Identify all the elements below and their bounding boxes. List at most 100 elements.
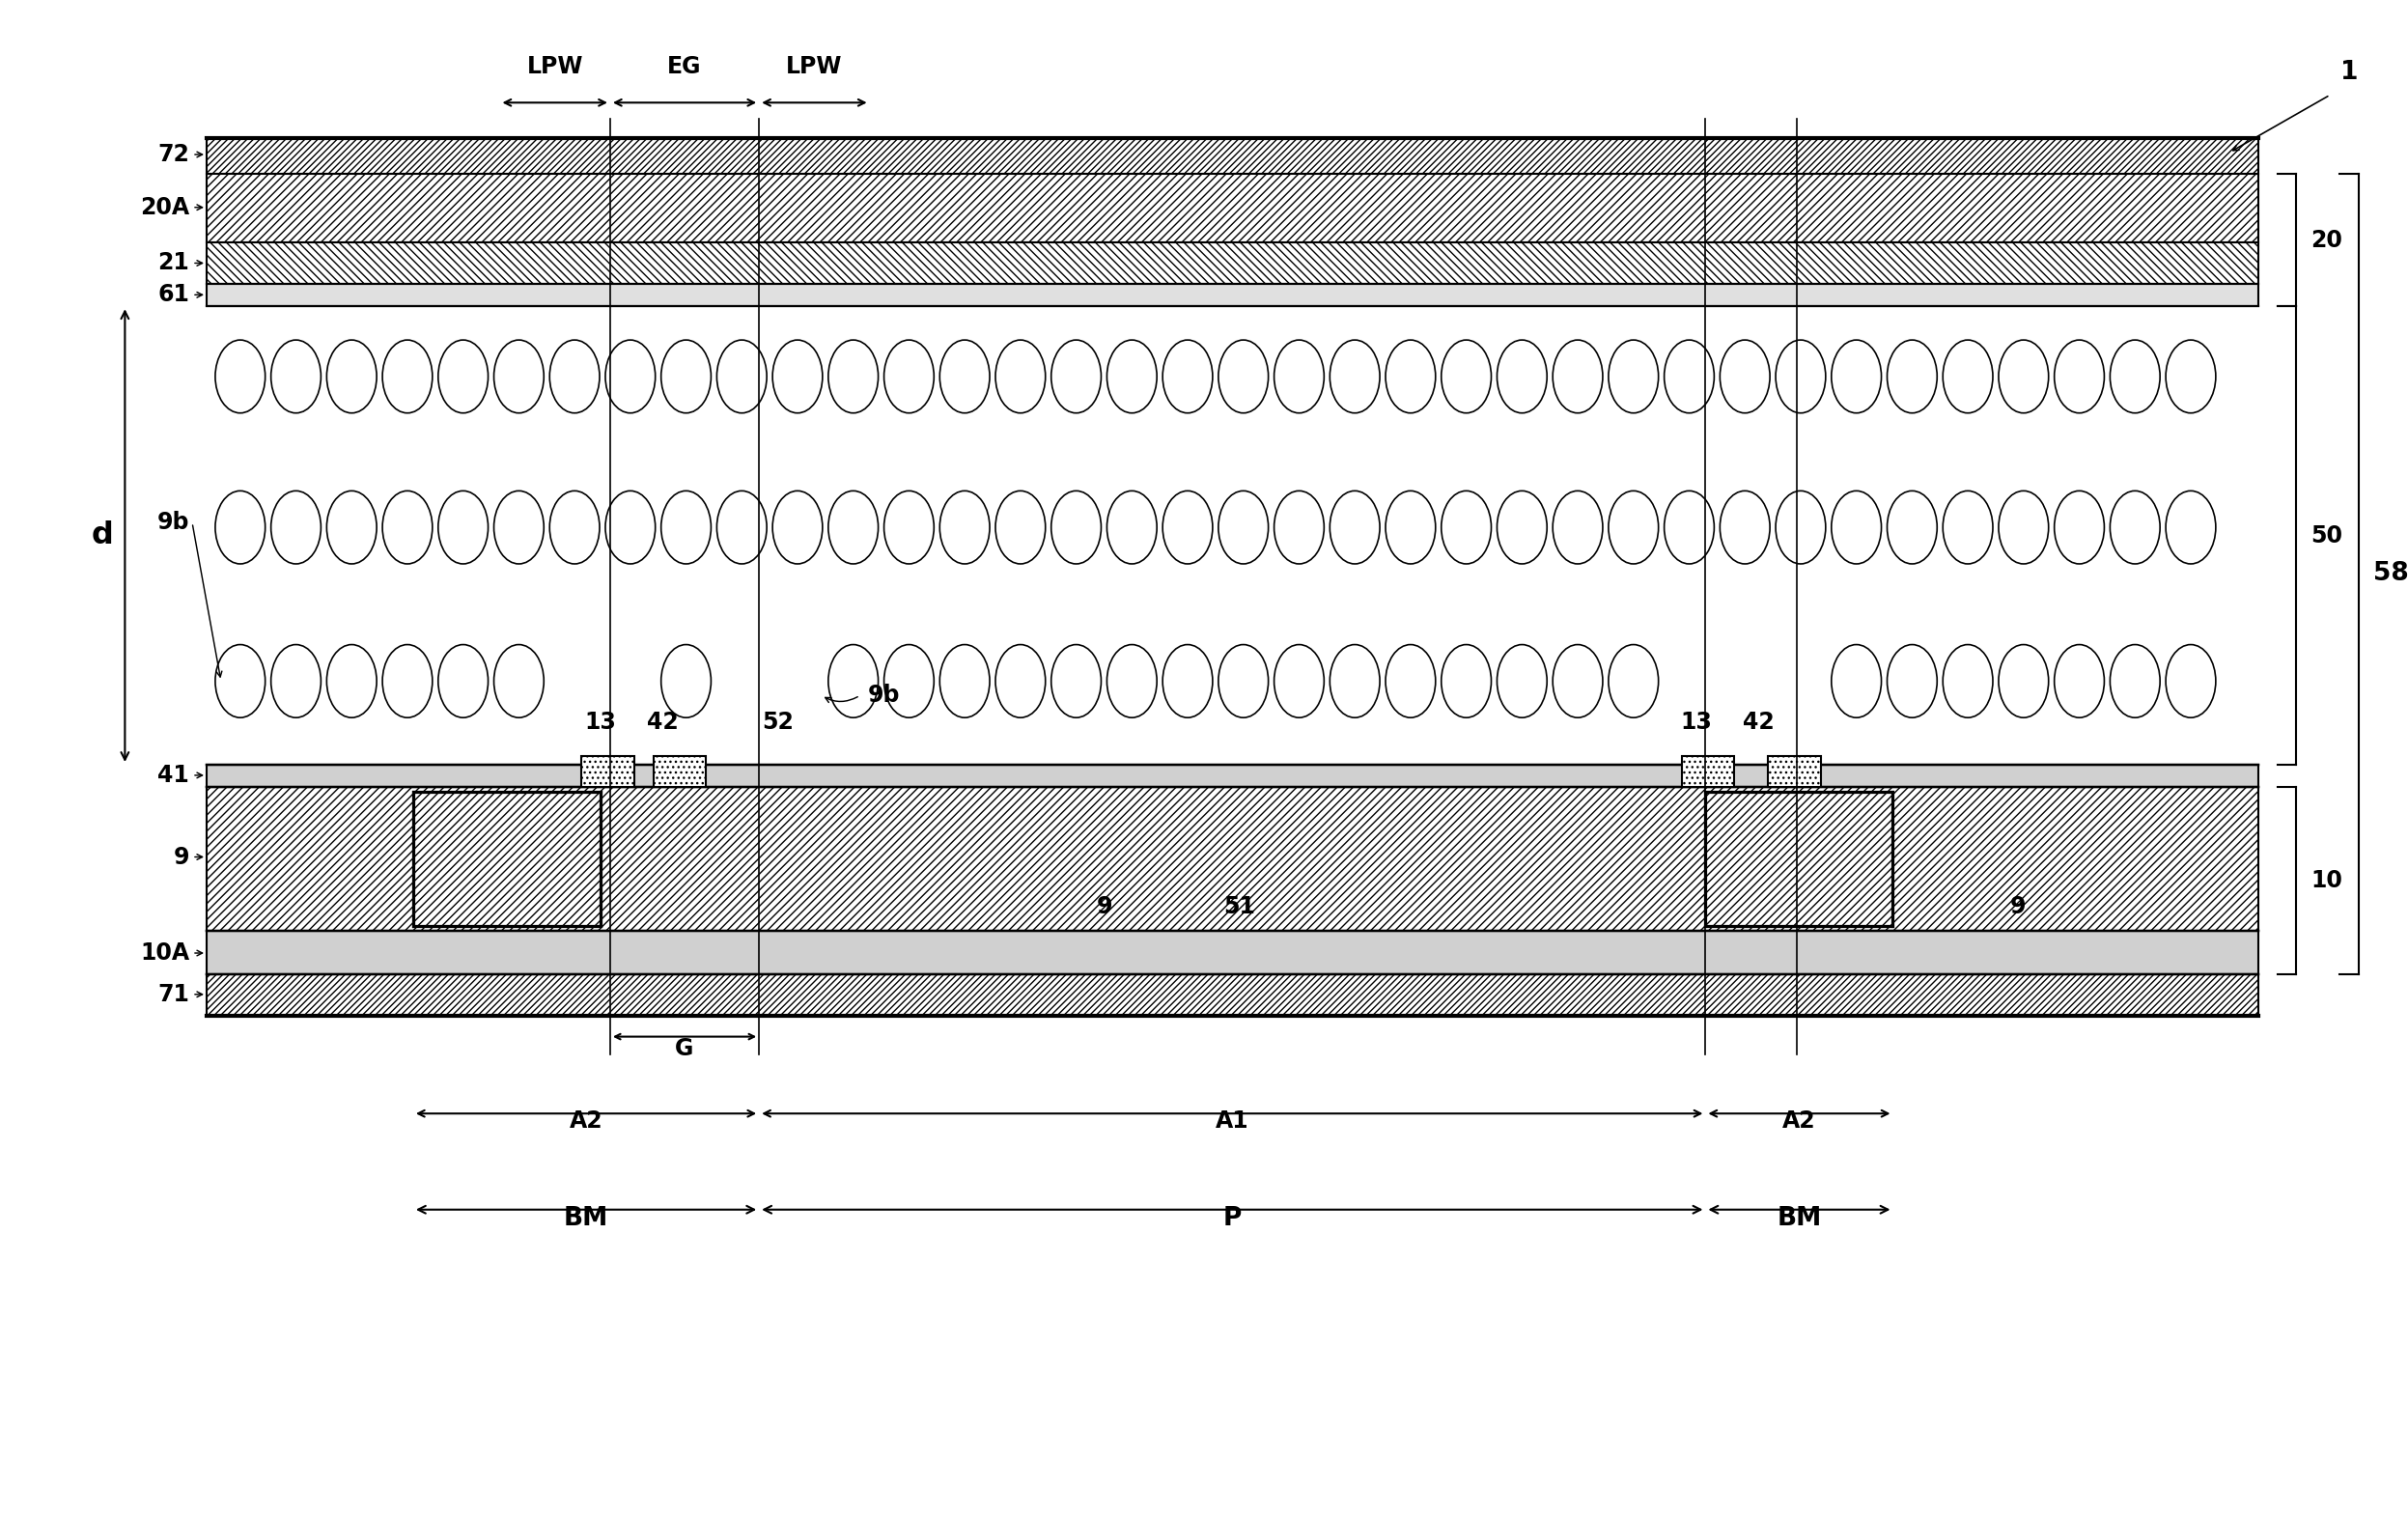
Ellipse shape xyxy=(272,491,320,564)
Ellipse shape xyxy=(438,644,489,718)
Ellipse shape xyxy=(494,491,544,564)
Ellipse shape xyxy=(1498,491,1546,564)
Ellipse shape xyxy=(2109,339,2160,414)
Ellipse shape xyxy=(1832,339,1881,414)
Ellipse shape xyxy=(1498,644,1546,718)
Bar xyxy=(1767,756,1820,786)
Ellipse shape xyxy=(2109,491,2160,564)
Bar xyxy=(207,138,2259,174)
Ellipse shape xyxy=(1888,644,1936,718)
Ellipse shape xyxy=(214,644,265,718)
Ellipse shape xyxy=(1329,644,1380,718)
Ellipse shape xyxy=(1218,491,1269,564)
Text: 42: 42 xyxy=(1743,711,1775,733)
Ellipse shape xyxy=(549,339,600,414)
Text: 13: 13 xyxy=(1681,711,1712,733)
Ellipse shape xyxy=(1052,339,1100,414)
Text: 52: 52 xyxy=(763,711,795,733)
Ellipse shape xyxy=(494,339,544,414)
Ellipse shape xyxy=(1775,339,1825,414)
Text: 9b: 9b xyxy=(867,683,901,708)
Ellipse shape xyxy=(662,339,710,414)
Ellipse shape xyxy=(1163,644,1214,718)
Text: 20: 20 xyxy=(2312,229,2343,251)
Ellipse shape xyxy=(828,491,879,564)
Ellipse shape xyxy=(1274,339,1324,414)
Ellipse shape xyxy=(494,644,544,718)
Ellipse shape xyxy=(1163,339,1214,414)
Ellipse shape xyxy=(828,339,879,414)
Ellipse shape xyxy=(995,644,1045,718)
Ellipse shape xyxy=(1553,644,1604,718)
Ellipse shape xyxy=(1832,491,1881,564)
Ellipse shape xyxy=(1943,339,1994,414)
Ellipse shape xyxy=(773,339,824,414)
Text: 10: 10 xyxy=(2312,870,2343,892)
Ellipse shape xyxy=(1274,644,1324,718)
Ellipse shape xyxy=(1329,339,1380,414)
Bar xyxy=(207,765,2259,786)
Text: A2: A2 xyxy=(568,1109,602,1133)
Ellipse shape xyxy=(1999,491,2049,564)
Ellipse shape xyxy=(327,491,376,564)
Ellipse shape xyxy=(1442,491,1491,564)
Ellipse shape xyxy=(828,644,879,718)
Ellipse shape xyxy=(1274,491,1324,564)
Ellipse shape xyxy=(1609,644,1659,718)
Bar xyxy=(207,242,2259,285)
Ellipse shape xyxy=(1719,339,1770,414)
Text: A1: A1 xyxy=(1216,1109,1250,1133)
Bar xyxy=(207,285,2259,306)
Ellipse shape xyxy=(2165,339,2215,414)
Ellipse shape xyxy=(1999,339,2049,414)
Ellipse shape xyxy=(995,339,1045,414)
Ellipse shape xyxy=(438,491,489,564)
Text: 20A: 20A xyxy=(140,195,190,220)
Text: 42: 42 xyxy=(648,711,679,733)
Bar xyxy=(207,174,2259,242)
Ellipse shape xyxy=(1609,339,1659,414)
Bar xyxy=(207,786,2259,930)
Text: 50: 50 xyxy=(2312,524,2343,547)
Ellipse shape xyxy=(1108,339,1156,414)
Text: 71: 71 xyxy=(157,983,190,1006)
Ellipse shape xyxy=(1943,491,1994,564)
Ellipse shape xyxy=(2165,644,2215,718)
Ellipse shape xyxy=(1888,491,1936,564)
Text: 9: 9 xyxy=(173,845,190,868)
Ellipse shape xyxy=(1943,644,1994,718)
Ellipse shape xyxy=(272,339,320,414)
Text: G: G xyxy=(674,1038,694,1060)
Text: 9b: 9b xyxy=(157,511,190,535)
Ellipse shape xyxy=(438,339,489,414)
Ellipse shape xyxy=(662,644,710,718)
Ellipse shape xyxy=(383,644,433,718)
Ellipse shape xyxy=(1719,491,1770,564)
Text: A2: A2 xyxy=(1782,1109,1816,1133)
Text: 13: 13 xyxy=(585,711,616,733)
Text: 9: 9 xyxy=(1098,895,1112,918)
Ellipse shape xyxy=(1442,339,1491,414)
Text: 61: 61 xyxy=(157,283,190,306)
Bar xyxy=(580,756,633,786)
Ellipse shape xyxy=(773,491,824,564)
Text: 41: 41 xyxy=(157,764,190,786)
Text: d: d xyxy=(92,521,113,550)
Ellipse shape xyxy=(2109,644,2160,718)
Ellipse shape xyxy=(1052,644,1100,718)
Ellipse shape xyxy=(604,339,655,414)
Ellipse shape xyxy=(662,491,710,564)
Text: 58: 58 xyxy=(2374,562,2408,586)
Ellipse shape xyxy=(2165,491,2215,564)
Text: BM: BM xyxy=(563,1206,609,1230)
Ellipse shape xyxy=(884,491,934,564)
Ellipse shape xyxy=(214,339,265,414)
Text: 51: 51 xyxy=(1223,895,1255,918)
Bar xyxy=(1705,792,1893,926)
Ellipse shape xyxy=(939,644,990,718)
Ellipse shape xyxy=(1553,339,1604,414)
Ellipse shape xyxy=(1498,339,1546,414)
Ellipse shape xyxy=(1218,644,1269,718)
Ellipse shape xyxy=(718,339,766,414)
Bar xyxy=(1681,756,1734,786)
